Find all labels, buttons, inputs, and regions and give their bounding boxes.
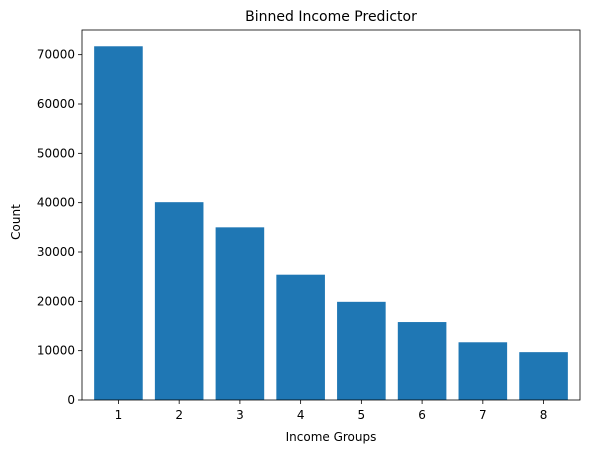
y-tick-label: 0 (67, 393, 75, 407)
y-tick-label: 50000 (37, 146, 75, 160)
y-tick-label: 20000 (37, 294, 75, 308)
x-tick-label: 4 (297, 408, 305, 422)
bar-1 (94, 46, 143, 400)
x-tick-label: 8 (540, 408, 548, 422)
y-tick-label: 70000 (37, 48, 75, 62)
y-axis-ticks: 0 10000 20000 30000 40000 50000 60000 70000 (37, 48, 82, 407)
bar-6 (397, 322, 447, 400)
bar-2 (154, 202, 204, 400)
x-tick-label: 3 (236, 408, 244, 422)
bar-8 (519, 352, 568, 400)
chart-title: Binned Income Predictor (245, 9, 417, 25)
y-tick-label: 40000 (37, 196, 75, 210)
x-tick-label: 1 (115, 408, 123, 422)
x-tick-label: 6 (418, 408, 426, 422)
x-tick-label: 2 (175, 408, 183, 422)
y-tick-label: 10000 (37, 344, 75, 358)
plot-frame (81, 29, 581, 401)
x-tick-label: 5 (358, 408, 366, 422)
bar-5 (337, 301, 386, 400)
x-tick-label: 7 (479, 408, 487, 422)
bars-group (94, 46, 568, 400)
y-axis-label: Count (9, 204, 23, 240)
x-axis-ticks: 1 2 3 4 5 6 7 8 (115, 400, 548, 422)
bar-3 (215, 227, 265, 400)
bar-7 (458, 342, 508, 400)
y-tick-label: 60000 (37, 97, 75, 111)
bar-4 (276, 274, 325, 400)
x-axis-label: Income Groups (286, 430, 377, 444)
y-tick-label: 30000 (37, 245, 75, 259)
